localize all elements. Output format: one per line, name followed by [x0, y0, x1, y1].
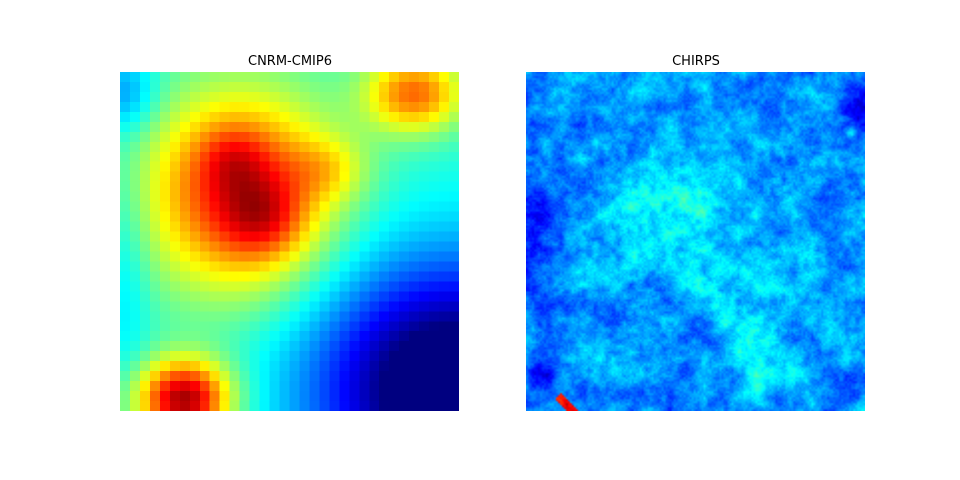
- chirps-heatmap: [526, 72, 865, 411]
- right-panel-title: CHIRPS: [672, 54, 720, 69]
- left-panel-title: CNRM-CMIP6: [248, 54, 332, 69]
- cnrm-cmip6-heatmap: [120, 72, 459, 411]
